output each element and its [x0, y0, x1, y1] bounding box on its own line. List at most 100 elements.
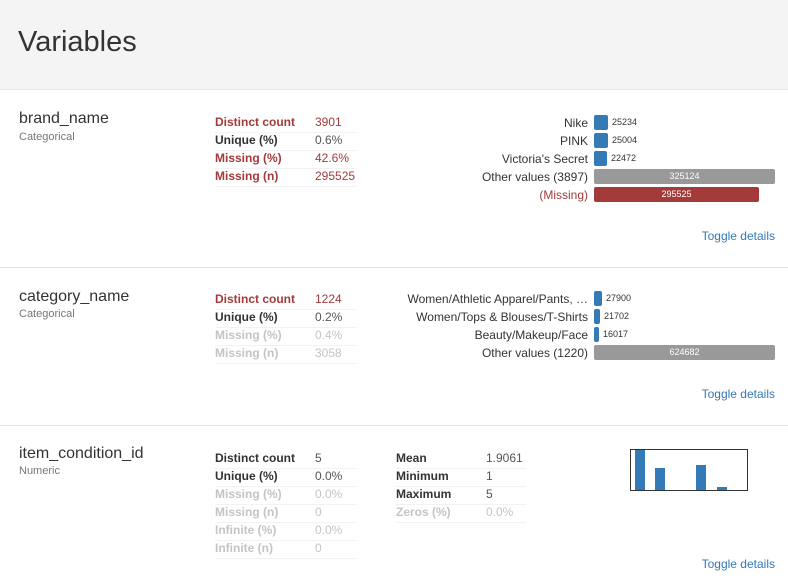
stat-row: Maximum 5: [396, 487, 526, 505]
frequency-label: Nike: [563, 116, 588, 130]
toggle-details-link[interactable]: Toggle details: [701, 229, 775, 243]
variable-type: Numeric: [19, 465, 60, 477]
frequency-row: Other values (3897) 325124: [0, 169, 788, 185]
frequency-row: (Missing) 295525: [0, 187, 788, 203]
stat-value: 5: [486, 487, 493, 501]
frequency-row: Beauty/Makeup/Face 16017: [0, 327, 788, 343]
stat-value: 0: [315, 541, 322, 555]
stat-row: Missing (n) 0: [215, 505, 357, 523]
frequency-bar: [594, 327, 599, 342]
frequency-count: 27900: [606, 293, 632, 303]
frequency-bar: [594, 115, 608, 130]
stat-row: Zeros (%) 0.0%: [396, 505, 526, 523]
variable-item-condition-id: item_condition_id Numeric Distinct count…: [0, 426, 788, 578]
stat-value: 1: [486, 469, 493, 483]
stat-label: Unique (%): [215, 469, 278, 483]
stat-label: Missing (%): [215, 487, 282, 501]
frequency-label: Women/Athletic Apparel/Pants, …: [407, 292, 588, 306]
stat-value: 0.0%: [315, 487, 343, 501]
stat-label: Maximum: [396, 487, 452, 501]
frequency-label: Victoria's Secret: [501, 152, 588, 166]
histogram-bar: [655, 468, 666, 490]
stat-row: Unique (%) 0.6%: [215, 133, 357, 151]
stat-value: 5: [315, 451, 322, 465]
stat-label: Distinct count: [215, 292, 295, 306]
variable-name: item_condition_id: [19, 445, 144, 462]
stat-row: Missing (n) 295525: [215, 169, 357, 187]
frequency-bar: [594, 309, 600, 324]
frequency-label: Other values (3897): [481, 170, 588, 184]
stat-label: Distinct count: [215, 451, 295, 465]
stat-label: Missing (%): [215, 151, 282, 165]
stat-row: Unique (%) 0.0%: [215, 469, 357, 487]
stat-value: 1.9061: [486, 451, 523, 465]
frequency-row: Other values (1220) 624682: [0, 345, 788, 361]
frequency-count: 22472: [611, 153, 637, 163]
frequency-row: PINK 25004: [0, 133, 788, 149]
stat-value: 0.6%: [315, 133, 343, 147]
stat-value: 3901: [315, 115, 342, 129]
variable-category-name: category_name Categorical Distinct count…: [0, 268, 788, 426]
stat-value: 0.2%: [315, 310, 343, 324]
frequency-label: (Missing): [539, 188, 588, 202]
stat-row: Distinct count 1224: [215, 292, 357, 310]
stat-label: Mean: [396, 451, 427, 465]
stat-value: 0.0%: [486, 505, 514, 519]
stat-row: Mean 1.9061: [396, 451, 526, 469]
frequency-bar: 624682: [594, 345, 775, 360]
stat-label: Missing (%): [215, 328, 282, 342]
stat-value: 42.6%: [315, 151, 350, 165]
stat-row: Missing (%) 0.0%: [215, 487, 357, 505]
stat-row: Unique (%) 0.2%: [215, 310, 357, 328]
frequency-label: Beauty/Makeup/Face: [474, 328, 588, 342]
variable-name: brand_name: [19, 110, 109, 127]
frequency-count: 16017: [603, 329, 629, 339]
stat-value: 295525: [315, 169, 356, 183]
frequency-bar: 325124: [594, 169, 775, 184]
page-header: Variables: [0, 0, 788, 90]
stat-row: Distinct count 5: [215, 451, 357, 469]
mini-histogram[interactable]: [630, 449, 748, 491]
histogram-bar: [635, 450, 645, 490]
stat-label: Infinite (%): [215, 523, 277, 537]
frequency-count: 25004: [612, 135, 638, 145]
stat-row: Missing (n) 3058: [215, 346, 357, 364]
stat-row: Missing (%) 42.6%: [215, 151, 357, 169]
stat-row: Distinct count 3901: [215, 115, 357, 133]
toggle-details-link[interactable]: Toggle details: [701, 387, 775, 401]
frequency-label: PINK: [559, 134, 588, 148]
frequency-count: 25234: [612, 117, 638, 127]
stat-value: 3058: [315, 346, 342, 360]
frequency-row: Women/Tops & Blouses/T-Shirts 21702: [0, 309, 788, 325]
frequency-row: Victoria's Secret 22472: [0, 151, 788, 167]
toggle-details-link[interactable]: Toggle details: [701, 557, 775, 571]
variable-type: Categorical: [19, 131, 75, 143]
stat-label: Zeros (%): [396, 505, 451, 519]
stat-value: 1224: [315, 292, 342, 306]
frequency-label: Women/Tops & Blouses/T-Shirts: [416, 310, 588, 324]
frequency-bar: 295525: [594, 187, 759, 202]
stat-label: Infinite (n): [215, 541, 273, 555]
histogram-bar: [716, 487, 727, 490]
stat-value: 0.0%: [315, 523, 343, 537]
frequency-row: Women/Athletic Apparel/Pants, … 27900: [0, 291, 788, 307]
variable-type: Categorical: [19, 308, 75, 320]
page-title: Variables: [18, 26, 137, 58]
stat-label: Distinct count: [215, 115, 295, 129]
histogram-bar: [696, 465, 707, 490]
stat-label: Missing (n): [215, 169, 279, 183]
frequency-bar: [594, 133, 608, 148]
stat-row: Infinite (%) 0.0%: [215, 523, 357, 541]
stat-row: Infinite (n) 0: [215, 541, 357, 559]
stat-label: Missing (n): [215, 505, 279, 519]
stat-label: Minimum: [396, 469, 449, 483]
stat-label: Missing (n): [215, 346, 279, 360]
variable-brand-name: brand_name Categorical Distinct count 390…: [0, 91, 788, 268]
stat-label: Unique (%): [215, 133, 278, 147]
stat-row: Missing (%) 0.4%: [215, 328, 357, 346]
stat-value: 0.0%: [315, 469, 343, 483]
stat-row: Minimum 1: [396, 469, 526, 487]
frequency-bar: [594, 151, 607, 166]
frequency-label: Other values (1220): [481, 346, 588, 360]
stat-label: Unique (%): [215, 310, 278, 324]
